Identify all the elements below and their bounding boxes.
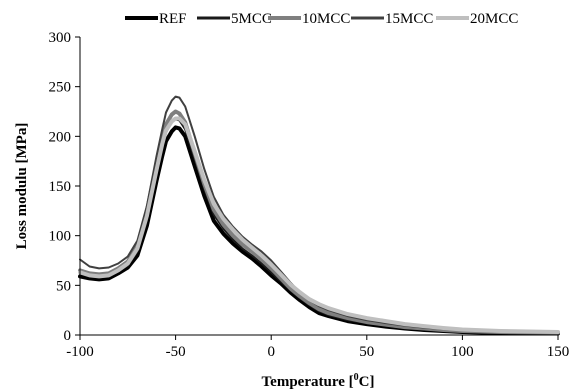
legend-label-5mcc: 5MCC: [231, 11, 272, 27]
y-tick-label: 0: [64, 328, 72, 344]
x-tick-label: 50: [359, 344, 374, 360]
x-tick-label: 150: [547, 344, 570, 360]
legend-label-15mcc: 15MCC: [385, 11, 433, 27]
y-axis-title: Loss modulu [MPa]: [14, 123, 30, 250]
series-line-15mcc: [79, 95, 559, 333]
x-axis-title: Temperature [0C]: [262, 372, 375, 390]
x-tick-label: -100: [66, 344, 94, 360]
x-axis-title-text: Temperature [: [262, 374, 354, 390]
x-axis-title-unit: C]: [359, 374, 375, 390]
x-tick-label: 100: [451, 344, 474, 360]
series-line-10mcc: [78, 109, 560, 335]
x-axis-title-superscript: 0: [354, 372, 359, 383]
legend-label-ref: REF: [159, 11, 187, 27]
series-line-5mcc: [79, 118, 559, 334]
y-tick-label: 150: [49, 179, 72, 195]
series-layer: [78, 95, 560, 336]
y-axis-ticks: 0 50 100 150 200 250 300: [49, 30, 80, 344]
x-axis-ticks: -100 -50 0 50 100 150: [66, 335, 569, 360]
legend-label-20mcc: 20MCC: [470, 11, 518, 27]
legend: REF 5MCC 10MCC 15MCC 20MCC: [125, 11, 518, 27]
y-tick-label: 300: [49, 30, 72, 46]
legend-label-10mcc: 10MCC: [302, 11, 350, 27]
y-tick-label: 50: [56, 278, 71, 294]
plot-area: -100 -50 0 50 100 150 0 50 100 150 200 250 300: [49, 30, 570, 360]
x-tick-label: -50: [166, 344, 186, 360]
y-tick-label: 250: [49, 80, 72, 96]
x-tick-label: 0: [267, 344, 275, 360]
y-tick-label: 200: [49, 129, 72, 145]
series-line-20mcc: [78, 116, 560, 334]
y-tick-label: 100: [49, 229, 72, 245]
